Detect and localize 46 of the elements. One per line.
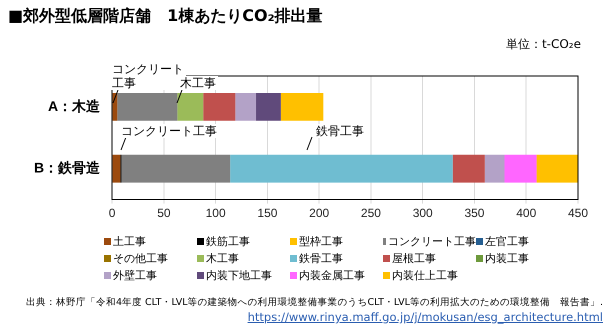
text: https://www.rinya.maff.go.jp/j/mokusan/esg_architecture.html — [246, 310, 603, 324]
bar — [452, 154, 485, 183]
source-note: 出典：林野庁「令和4年度 CLT・LVL等の建築物への利用環境整備事業のうちCLT・LVL等の利用拡大のための環境整備 報告書」. — [26, 296, 603, 310]
x-tick-label: 0 — [108, 206, 116, 220]
bar — [504, 154, 537, 183]
legend-label: コンクリート工事 — [387, 234, 476, 249]
x-tick-label: 200 — [309, 206, 330, 220]
y-tick-label: A：木造 — [48, 98, 102, 114]
annotation: コンクリート工事 — [119, 124, 219, 138]
legend-label: 鉄筋工事 — [205, 234, 251, 249]
legend-label: 内装仕上工事 — [391, 268, 459, 283]
bar — [536, 154, 578, 183]
legend-label: 内装金属工事 — [298, 268, 366, 283]
bar — [230, 154, 453, 183]
legend-label: 土工事 — [112, 234, 147, 249]
bar — [177, 92, 204, 121]
bar — [112, 92, 118, 121]
x-tick-label: 300 — [412, 206, 434, 220]
x-tick-label: 450 — [568, 206, 588, 220]
bar — [484, 154, 504, 183]
annotation: 鉄骨工事 — [314, 124, 366, 138]
bar — [117, 92, 178, 121]
legend-label: 左官工事 — [484, 234, 530, 249]
text: 単位：t-CO₂e — [506, 36, 581, 53]
x-tick-label: 350 — [464, 206, 485, 220]
x-tick-label: 400 — [516, 206, 537, 220]
legend-label: 内装工事 — [484, 251, 530, 266]
legend-label: 型枠工事 — [298, 234, 344, 249]
bar — [203, 92, 236, 121]
bar — [121, 154, 230, 183]
x-tick-label: 50 — [157, 206, 171, 220]
legend-label: 鉄骨工事 — [298, 251, 344, 266]
legend-label: 屋根工事 — [391, 251, 437, 266]
bar — [112, 154, 120, 183]
legend-label: 内装下地工事 — [205, 268, 273, 283]
legend-label: 木工事 — [205, 251, 240, 266]
bar — [280, 92, 324, 121]
bar — [235, 92, 256, 121]
legend-label: 外壁工事 — [112, 268, 158, 283]
bar — [256, 92, 281, 121]
x-tick-label: 100 — [206, 206, 226, 220]
y-tick-label: B：鉄骨造 — [34, 160, 102, 176]
legend-label: その他工事 — [112, 251, 169, 266]
x-tick-label: 250 — [360, 206, 382, 220]
chart-title: ■郊外型低層階店舗 1棟あたりCO₂排出量 — [8, 6, 323, 27]
x-tick-label: 150 — [257, 206, 278, 220]
